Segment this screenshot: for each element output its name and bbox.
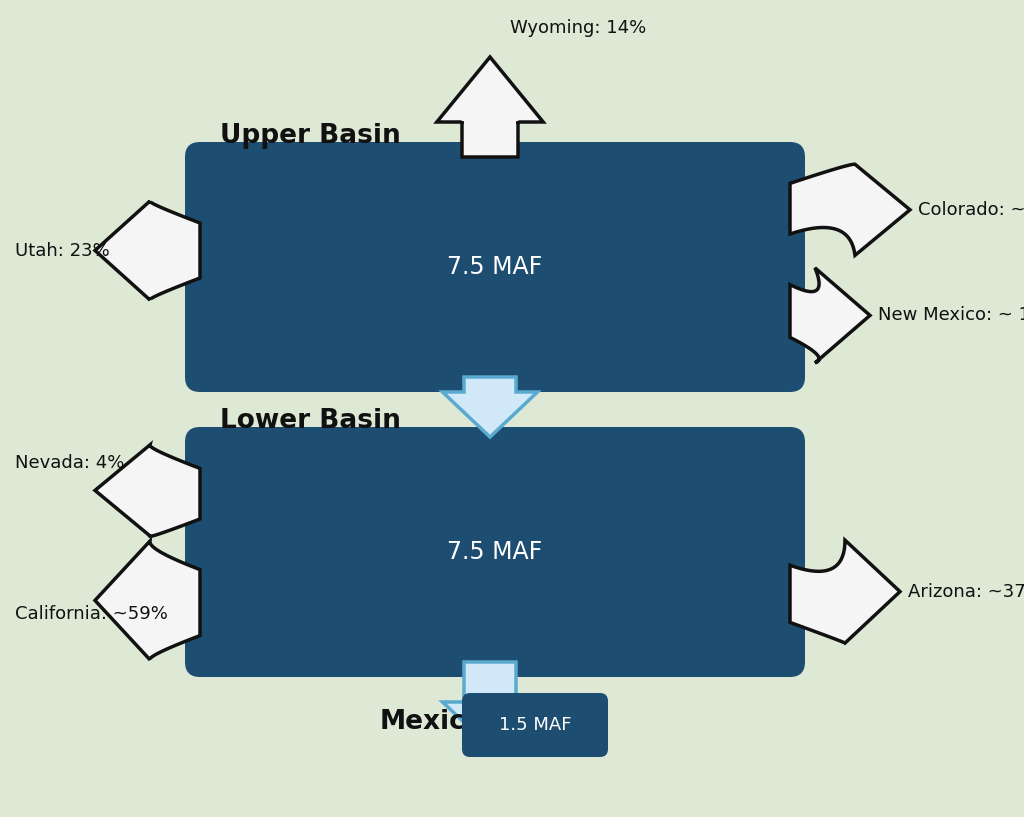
Text: Utah: 23%: Utah: 23% (15, 242, 110, 260)
Polygon shape (790, 164, 910, 256)
Polygon shape (437, 57, 543, 157)
FancyBboxPatch shape (185, 142, 805, 392)
Polygon shape (790, 540, 900, 643)
Polygon shape (442, 377, 538, 437)
Text: Mexico: Mexico (380, 709, 484, 735)
Polygon shape (790, 268, 870, 363)
Text: Wyoming: 14%: Wyoming: 14% (510, 19, 646, 37)
Text: 1.5 MAF: 1.5 MAF (499, 716, 571, 734)
Text: Lower Basin: Lower Basin (220, 408, 400, 434)
Polygon shape (442, 662, 538, 747)
Text: New Mexico: ~ 11%: New Mexico: ~ 11% (878, 306, 1024, 324)
Text: Arizona: ~37%: Arizona: ~37% (908, 583, 1024, 600)
Polygon shape (95, 541, 200, 660)
Polygon shape (95, 445, 200, 536)
FancyBboxPatch shape (185, 427, 805, 677)
Polygon shape (95, 201, 200, 300)
FancyBboxPatch shape (462, 693, 608, 757)
Text: California: ~59%: California: ~59% (15, 605, 168, 623)
Text: Upper Basin: Upper Basin (220, 123, 400, 149)
Text: Colorado: ~ 52%: Colorado: ~ 52% (918, 201, 1024, 219)
Text: 7.5 MAF: 7.5 MAF (447, 540, 543, 564)
Text: Nevada: 4%: Nevada: 4% (15, 454, 124, 472)
Text: 7.5 MAF: 7.5 MAF (447, 255, 543, 279)
